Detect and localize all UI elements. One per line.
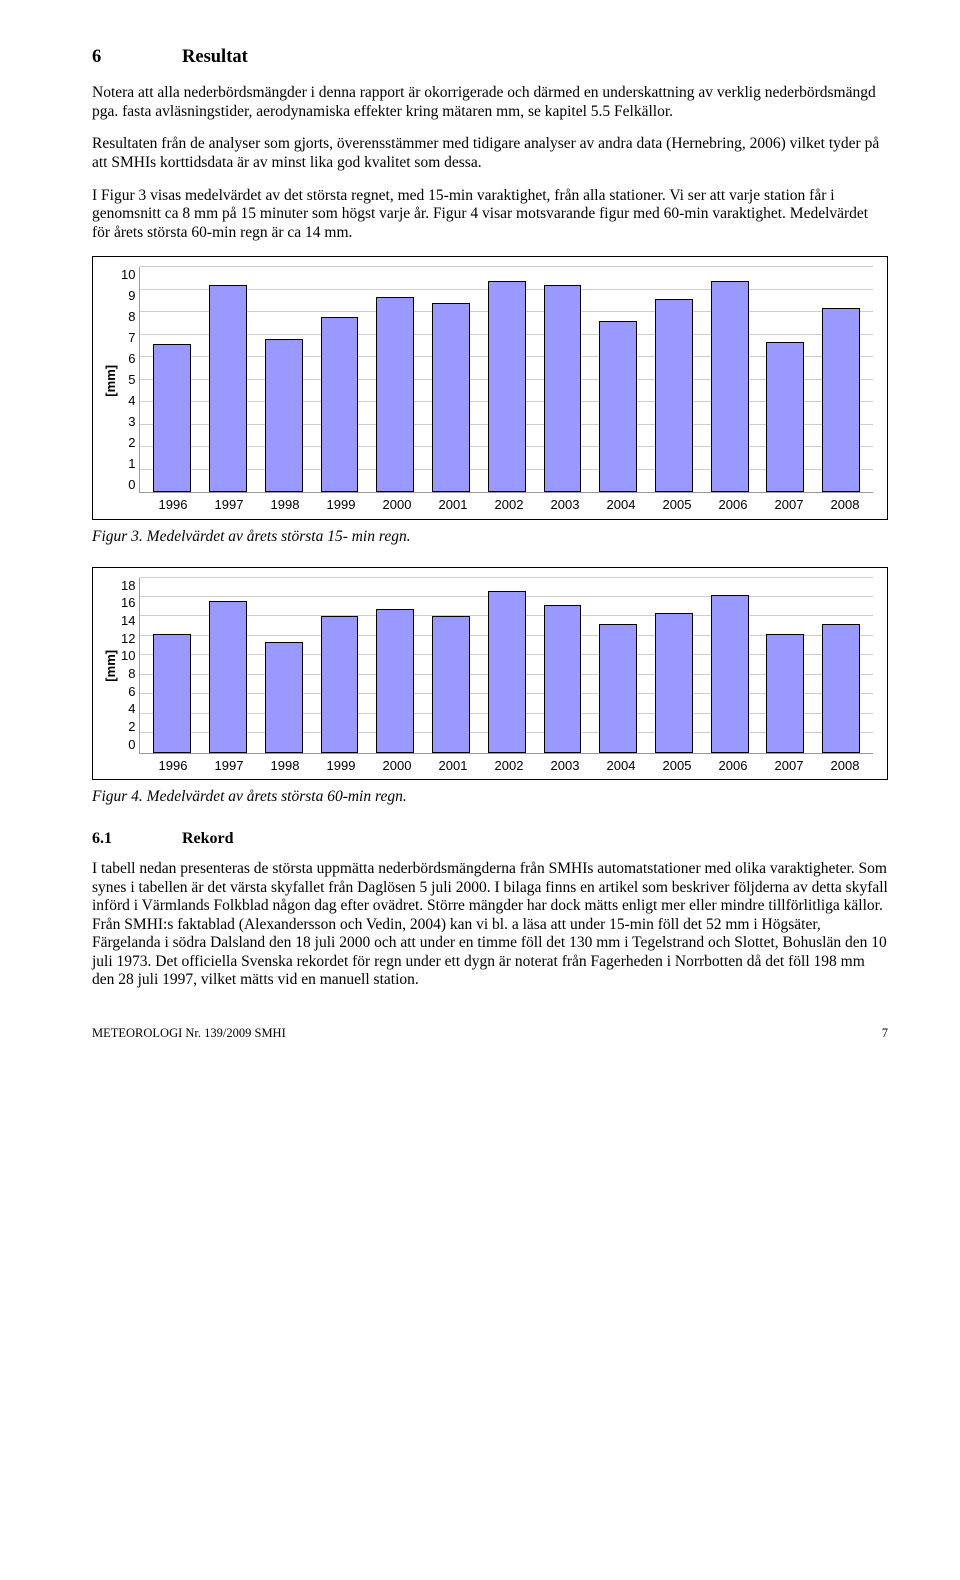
subsection-heading: 6.1Rekord (92, 829, 888, 848)
xtick-label: 1996 (145, 758, 201, 774)
xtick-label: 2007 (761, 758, 817, 774)
bar (822, 624, 860, 752)
xtick-label: 2001 (425, 758, 481, 774)
xtick-label: 2006 (705, 758, 761, 774)
xtick-label: 2004 (593, 758, 649, 774)
bar (153, 344, 191, 493)
chart1-plot (139, 267, 873, 493)
ytick-label: 14 (121, 613, 135, 629)
subsection-number: 6.1 (92, 829, 182, 848)
bar (321, 317, 359, 493)
bar (209, 601, 247, 753)
figure-3-chart: [mm] 109876543210 1996199719981999200020… (92, 256, 888, 520)
figure-4-caption: Figur 4. Medelvärdet av årets största 60… (92, 788, 888, 807)
chart1-yticks: 109876543210 (121, 267, 139, 492)
bar (265, 339, 303, 492)
bar (265, 642, 303, 753)
ytick-label: 2 (128, 719, 135, 735)
ytick-label: 1 (128, 456, 135, 472)
xtick-label: 2005 (649, 758, 705, 774)
bar (822, 308, 860, 493)
ytick-label: 7 (128, 330, 135, 346)
chart2-ylabel: [mm] (103, 650, 119, 682)
xtick-label: 2001 (425, 497, 481, 513)
xtick-label: 2000 (369, 758, 425, 774)
bar (711, 281, 749, 493)
xtick-label: 2002 (481, 758, 537, 774)
ytick-label: 8 (128, 309, 135, 325)
xtick-label: 2003 (537, 758, 593, 774)
ytick-label: 10 (121, 267, 135, 283)
section-heading: 6Resultat (92, 46, 888, 68)
chart1-ylabel: [mm] (103, 364, 119, 396)
ytick-label: 2 (128, 435, 135, 451)
ytick-label: 12 (121, 631, 135, 647)
ytick-label: 3 (128, 414, 135, 430)
bar (488, 591, 526, 752)
ytick-label: 18 (121, 578, 135, 594)
bar (599, 321, 637, 492)
xtick-label: 2006 (705, 497, 761, 513)
xtick-label: 1996 (145, 497, 201, 513)
xtick-label: 2007 (761, 497, 817, 513)
bar (766, 634, 804, 753)
subsection-title: Rekord (182, 830, 234, 847)
bar (432, 303, 470, 492)
bar (321, 616, 359, 752)
ytick-label: 9 (128, 288, 135, 304)
xtick-label: 1997 (201, 758, 257, 774)
chart2-plot (139, 578, 873, 754)
xtick-label: 2008 (817, 758, 873, 774)
paragraph-1: Notera att alla nederbördsmängder i denn… (92, 84, 888, 121)
section-title: Resultat (182, 47, 248, 67)
bar (432, 616, 470, 752)
ytick-label: 4 (128, 701, 135, 717)
xtick-label: 2005 (649, 497, 705, 513)
ytick-label: 16 (121, 595, 135, 611)
bar (376, 609, 414, 753)
ytick-label: 6 (128, 351, 135, 367)
footer-page-number: 7 (882, 1026, 888, 1041)
bar (655, 299, 693, 493)
xtick-label: 1998 (257, 758, 313, 774)
ytick-label: 5 (128, 372, 135, 388)
bar (209, 285, 247, 492)
ytick-label: 0 (128, 477, 135, 493)
bar (711, 595, 749, 753)
ytick-label: 6 (128, 684, 135, 700)
xtick-label: 2004 (593, 497, 649, 513)
figure-4-chart: [mm] 181614121086420 1996199719981999200… (92, 567, 888, 781)
ytick-label: 8 (128, 666, 135, 682)
chart1-xaxis: 1996199719981999200020012002200320042005… (145, 497, 873, 513)
xtick-label: 1997 (201, 497, 257, 513)
xtick-label: 1999 (313, 497, 369, 513)
bar (655, 613, 693, 753)
paragraph-4: I tabell nedan presenteras de största up… (92, 860, 888, 990)
bar (376, 297, 414, 493)
bar (488, 281, 526, 493)
ytick-label: 4 (128, 393, 135, 409)
xtick-label: 2008 (817, 497, 873, 513)
chart2-yticks: 1816 14 1210 8 64 2 0 (121, 578, 139, 753)
ytick-label: 10 (121, 648, 135, 664)
bar (544, 285, 582, 492)
page-footer: METEOROLOGI Nr. 139/2009 SMHI 7 (92, 1026, 888, 1041)
paragraph-2: Resultaten från de analyser som gjorts, … (92, 135, 888, 172)
bar (599, 624, 637, 752)
xtick-label: 2000 (369, 497, 425, 513)
paragraph-3: I Figur 3 visas medelvärdet av det störs… (92, 187, 888, 243)
xtick-label: 2003 (537, 497, 593, 513)
xtick-label: 1998 (257, 497, 313, 513)
chart2-xaxis: 1996199719981999200020012002200320042005… (145, 758, 873, 774)
footer-left: METEOROLOGI Nr. 139/2009 SMHI (92, 1026, 286, 1041)
bar (544, 605, 582, 753)
section-number: 6 (92, 46, 182, 68)
xtick-label: 1999 (313, 758, 369, 774)
bar (153, 634, 191, 753)
xtick-label: 2002 (481, 497, 537, 513)
figure-3-caption: Figur 3. Medelvärdet av årets största 15… (92, 528, 888, 547)
bar (766, 342, 804, 493)
ytick-label: 0 (128, 737, 135, 753)
